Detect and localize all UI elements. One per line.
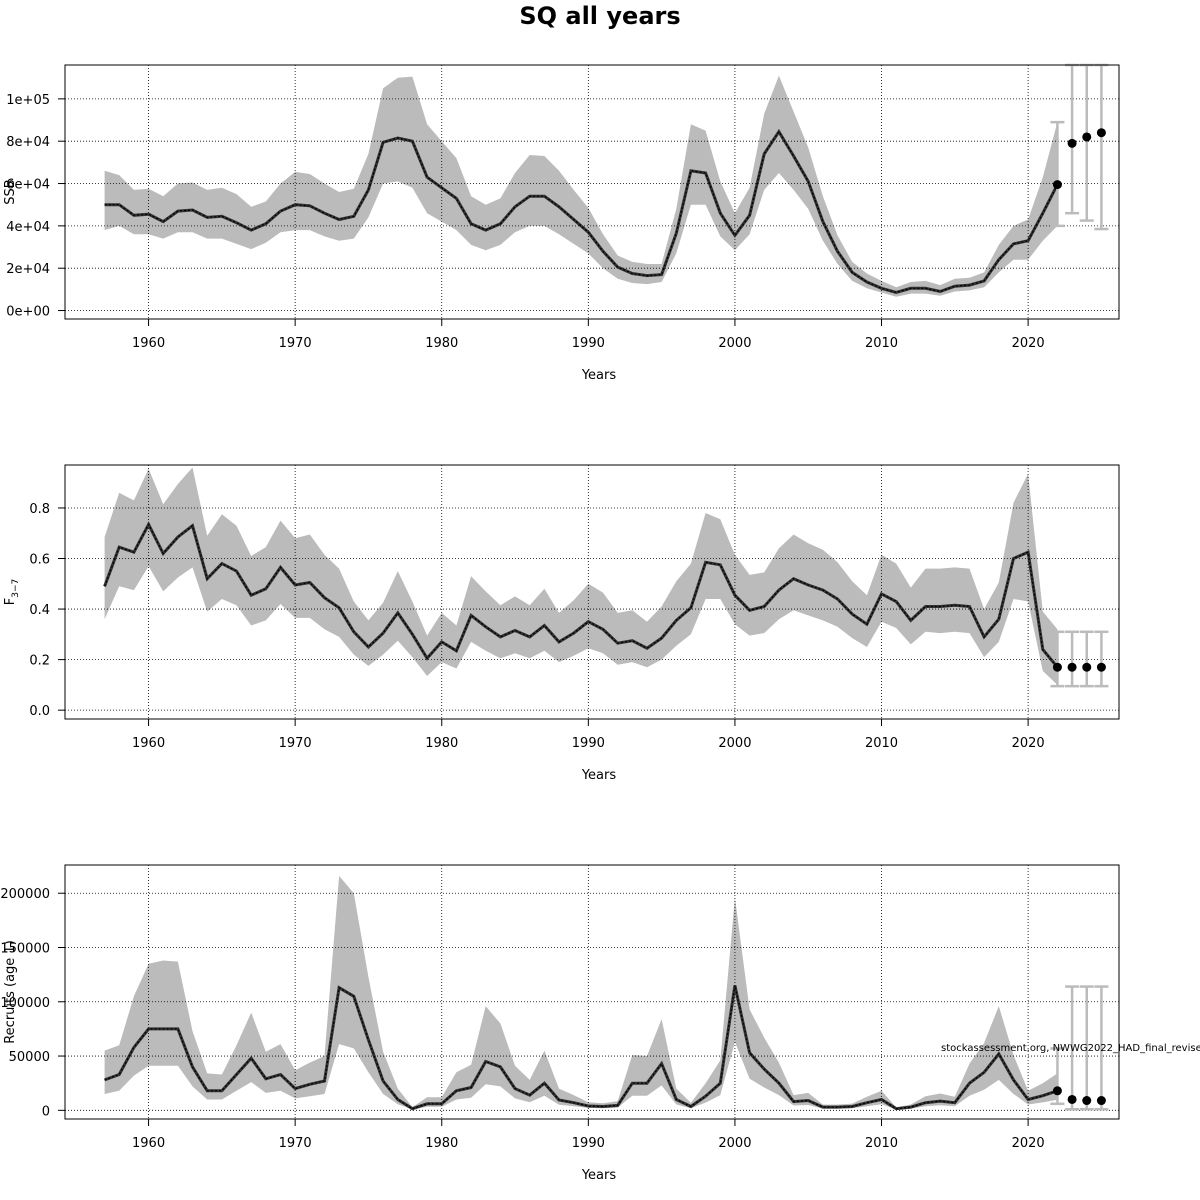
f-plot-frame xyxy=(64,464,1120,720)
source-annotation: stockassessment.org, NWWG2022_HAD_final_… xyxy=(941,1043,1200,1054)
f-y-tick-label: 0.6 xyxy=(29,553,50,568)
ssb-x-tick-label: 2000 xyxy=(718,336,751,351)
f-confidence-band xyxy=(104,467,1058,685)
ssb-forecast-point xyxy=(1067,138,1077,148)
recruits-x-tick-label: 1960 xyxy=(132,1136,165,1151)
ssb-x-tick-label: 1990 xyxy=(572,336,605,351)
recruits-y-axis-label: Recruits (age 1) xyxy=(3,940,18,1044)
f-x-tick-label: 1980 xyxy=(425,736,458,751)
ssb-forecast-point xyxy=(1082,132,1092,142)
f-x-tick-label: 1990 xyxy=(572,736,605,751)
ssb-y-tick-label: 1e+05 xyxy=(6,93,50,108)
recruits-panel: 1960 1970 1980 1990 2000 2010 2020 0 50000 100000… xyxy=(0,864,1120,1183)
recruits-x-axis-label: Years xyxy=(581,1168,617,1183)
f-forecast-point xyxy=(1052,662,1062,672)
recruits-forecast-point xyxy=(1067,1094,1077,1104)
ssb-forecast-point xyxy=(1096,128,1106,138)
recruits-y-tick-label: 100000 xyxy=(0,996,50,1011)
f-y-tick-label: 0.0 xyxy=(29,704,50,719)
f-x-axis-label: Years xyxy=(581,768,617,783)
f-x-tick-label: 2020 xyxy=(1012,736,1045,751)
f-y-tick-label: 0.4 xyxy=(29,603,50,618)
recruits-y-tick-label: 150000 xyxy=(0,941,50,956)
f-x-tick-label: 2000 xyxy=(718,736,751,751)
recruits-forecast-point xyxy=(1082,1096,1092,1106)
f-x-tick-label: 1970 xyxy=(279,736,312,751)
ssb-x-tick-label: 2010 xyxy=(865,336,898,351)
ssb-estimate-line-dotted xyxy=(104,130,1058,294)
fishing-mortality-panel: 1960 1970 1980 1990 2000 2010 2020 0.0 0.2 0.4 0.6… xyxy=(3,464,1120,783)
recruits-x-tick-label: 1990 xyxy=(572,1136,605,1151)
recruits-y-tick-label: 0 xyxy=(42,1104,50,1119)
ssb-x-tick-label: 1970 xyxy=(279,336,312,351)
ssb-y-tick-label: 2e+04 xyxy=(6,262,50,277)
f-x-tick-label: 2010 xyxy=(865,736,898,751)
recruits-x-tick-label: 2010 xyxy=(865,1136,898,1151)
recruits-x-tick-label: 1980 xyxy=(425,1136,458,1151)
recruits-x-tick-label: 2000 xyxy=(718,1136,751,1151)
ssb-plot-frame xyxy=(64,64,1120,320)
ssb-x-tick-label: 2020 xyxy=(1012,336,1045,351)
recruits-forecast-point xyxy=(1052,1086,1062,1096)
f-y-tick-label: 0.8 xyxy=(29,502,50,517)
chart-title: SQ all years xyxy=(519,2,680,30)
recruits-x-tick-label: 1970 xyxy=(279,1136,312,1151)
f-forecast-point xyxy=(1096,662,1106,672)
ssb-y-tick-label: 6e+04 xyxy=(6,178,50,193)
f-y-axis-label: F3−7 xyxy=(3,579,21,605)
recruits-confidence-band xyxy=(104,875,1058,1110)
ssb-y-tick-label: 4e+04 xyxy=(6,220,50,235)
f-forecast-point xyxy=(1082,662,1092,672)
ssb-forecast-point xyxy=(1052,180,1062,190)
ssb-y-axis-label: SSB xyxy=(3,179,18,204)
recruits-forecast-point xyxy=(1096,1096,1106,1106)
recruits-estimate-line xyxy=(104,985,1058,1111)
ssb-y-tick-label: 8e+04 xyxy=(6,135,50,150)
ssb-panel: 1960 1970 1980 1990 2000 2010 2020 0e+00 2e+04 4e… xyxy=(3,63,1120,383)
ssb-y-tick-label: 0e+00 xyxy=(6,305,50,320)
f-estimate-line xyxy=(103,521,1059,669)
f-y-tick-label: 0.2 xyxy=(29,654,50,669)
ssb-x-tick-label: 1960 xyxy=(132,336,165,351)
ssb-confidence-band xyxy=(104,75,1058,297)
ssb-x-axis-label: Years xyxy=(581,368,617,383)
ssb-x-tick-label: 1980 xyxy=(425,336,458,351)
recruits-y-tick-label: 50000 xyxy=(9,1050,50,1065)
recruits-x-tick-label: 2020 xyxy=(1012,1136,1045,1151)
recruits-plot-frame xyxy=(64,864,1120,1120)
recruits-y-tick-label: 200000 xyxy=(0,887,50,902)
f-forecast-point xyxy=(1067,662,1077,672)
f-x-tick-label: 1960 xyxy=(132,736,165,751)
